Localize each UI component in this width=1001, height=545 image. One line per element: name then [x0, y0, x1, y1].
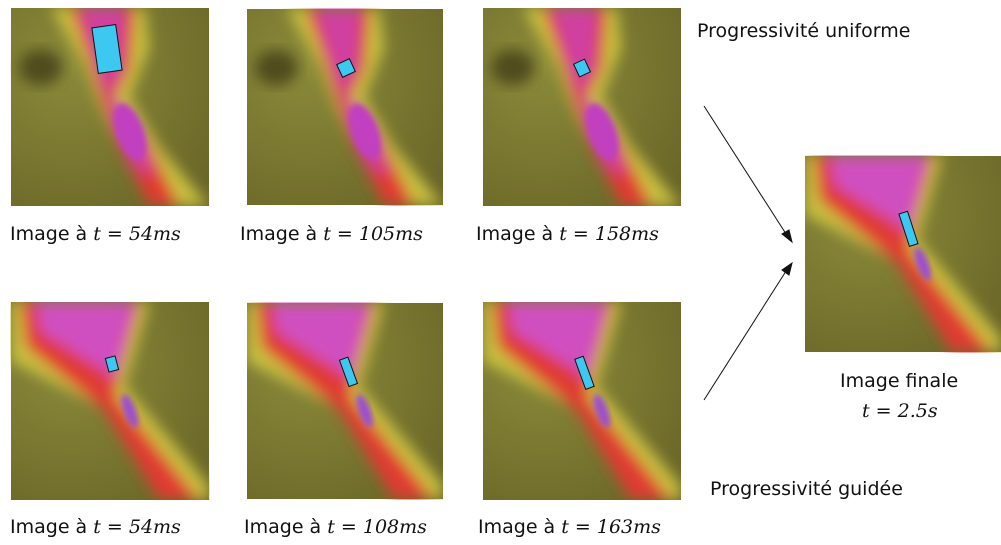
caption-math: t = 54ms — [93, 516, 181, 538]
uniform-label: Progressivité uniforme — [697, 20, 911, 42]
caption-math: t = 108ms — [327, 516, 427, 538]
final-caption: Image finale — [840, 370, 959, 392]
caption: Image à t = 54ms — [10, 516, 181, 538]
caption-prefix: Image à — [244, 516, 322, 538]
caption-math: t = 158ms — [559, 223, 659, 245]
caption-math: t = 105ms — [323, 223, 423, 245]
caption-math: t = 54ms — [93, 223, 181, 245]
caption: Image à t = 163ms — [478, 516, 661, 538]
caption-prefix: Image à — [240, 223, 318, 245]
guided-images — [11, 156, 1001, 500]
caption: Image à t = 108ms — [244, 516, 427, 538]
final-time: t = 2.5s — [862, 400, 938, 422]
guided-label: Progressivité guidée — [710, 478, 903, 500]
caption: Image à t = 158ms — [476, 223, 659, 245]
caption-prefix: Image à — [478, 516, 556, 538]
arrows — [703, 105, 793, 401]
caption-prefix: Image à — [476, 223, 554, 245]
caption: Image à t = 105ms — [240, 223, 423, 245]
caption-prefix: Image à — [10, 516, 88, 538]
uniform-images — [11, 8, 681, 206]
caption: Image à t = 54ms — [10, 223, 181, 245]
caption-math: t = 163ms — [561, 516, 661, 538]
caption-prefix: Image à — [10, 223, 88, 245]
